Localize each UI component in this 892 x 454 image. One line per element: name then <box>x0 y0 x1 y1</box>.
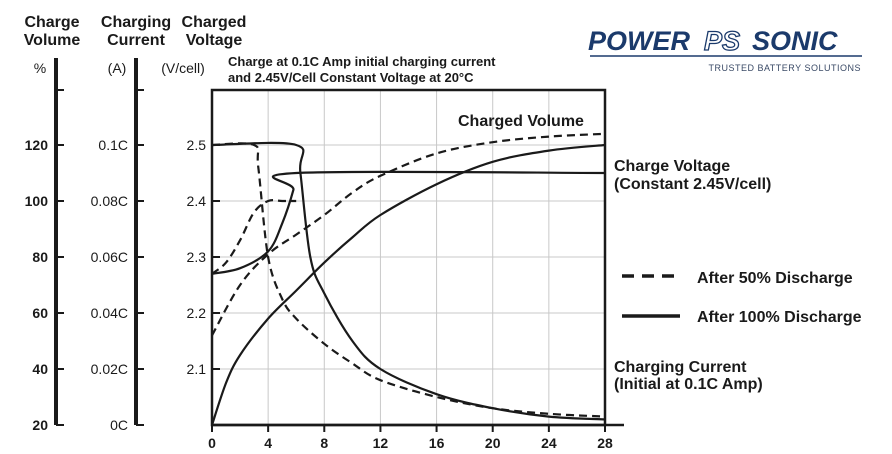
x-tick-label: 12 <box>373 435 389 451</box>
logo-tagline: TRUSTED BATTERY SOLUTIONS <box>708 63 861 73</box>
voltage-title-2: Voltage <box>186 32 243 49</box>
note-line-2: and 2.45V/Cell Constant Voltage at 20°C <box>228 70 474 85</box>
charged-voltage-100-line <box>211 170 606 275</box>
current-title-1: Charging <box>101 14 171 31</box>
volume-title-2: Volume <box>24 32 81 49</box>
legend-dashed-label: After 50% Discharge <box>697 270 853 287</box>
volume-tick-label: 120 <box>25 137 49 153</box>
volume-tick-label: 80 <box>32 249 48 265</box>
annotation-charging-current-1: Charging Current <box>614 359 747 376</box>
voltage-tick-label: 2.1 <box>187 361 207 377</box>
axis-ticks: 120100806040200.1C0.08C0.06C0.04C0.02C0C… <box>25 89 613 451</box>
current-title-2: Current <box>107 32 165 49</box>
voltage-unit: (V/cell) <box>161 60 205 76</box>
charged-volume-100-line <box>210 143 606 426</box>
volume-unit: % <box>34 60 46 76</box>
volume-title-1: Charge <box>24 14 79 31</box>
charging-current-50-line <box>211 142 606 418</box>
brand-logo: POWER PS SONIC TRUSTED BATTERY SOLUTIONS <box>588 25 862 73</box>
annotation-charged-volume: Charged Volume <box>458 113 584 130</box>
x-tick-label: 28 <box>597 435 613 451</box>
volume-tick-label: 40 <box>32 361 48 377</box>
current-unit: (A) <box>108 60 127 76</box>
x-tick-label: 8 <box>320 435 328 451</box>
legend-solid-label: After 100% Discharge <box>697 309 862 326</box>
charged-voltage-50-line <box>211 199 297 275</box>
legend: After 50% Discharge After 100% Discharge <box>622 270 862 326</box>
volume-tick-label: 100 <box>25 193 49 209</box>
logo-sonic: SONIC <box>752 26 838 56</box>
logo-ps: PS <box>704 26 740 56</box>
voltage-title-1: Charged <box>182 14 247 31</box>
note-backdrop <box>224 52 536 88</box>
x-tick-label: 16 <box>429 435 445 451</box>
current-tick-label: 0.1C <box>98 137 128 153</box>
current-tick-label: 0.06C <box>91 249 128 265</box>
current-tick-label: 0.04C <box>91 305 128 321</box>
annotation-charge-voltage-2: (Constant 2.45V/cell) <box>614 176 771 193</box>
charged-volume-50-line <box>211 132 606 336</box>
x-tick-label: 0 <box>208 435 216 451</box>
x-tick-label: 24 <box>541 435 557 451</box>
volume-tick-label: 20 <box>32 417 48 433</box>
voltage-tick-label: 2.4 <box>187 193 207 209</box>
grid <box>212 90 606 425</box>
annotation-charge-voltage-1: Charge Voltage <box>614 158 730 175</box>
logo-power: POWER <box>588 26 691 56</box>
series-group <box>210 132 606 426</box>
x-tick-label: 20 <box>485 435 501 451</box>
current-tick-label: 0C <box>110 417 128 433</box>
voltage-tick-label: 2.5 <box>187 137 207 153</box>
voltage-tick-label: 2.2 <box>187 305 207 321</box>
note-line-1: Charge at 0.1C Amp initial charging curr… <box>228 54 496 69</box>
volume-tick-label: 60 <box>32 305 48 321</box>
voltage-tick-label: 2.3 <box>187 249 207 265</box>
charging-current-100-line <box>211 141 606 421</box>
x-tick-label: 4 <box>264 435 272 451</box>
current-tick-label: 0.02C <box>91 361 128 377</box>
annotation-charging-current-2: (Initial at 0.1C Amp) <box>614 376 763 393</box>
current-tick-label: 0.08C <box>91 193 128 209</box>
